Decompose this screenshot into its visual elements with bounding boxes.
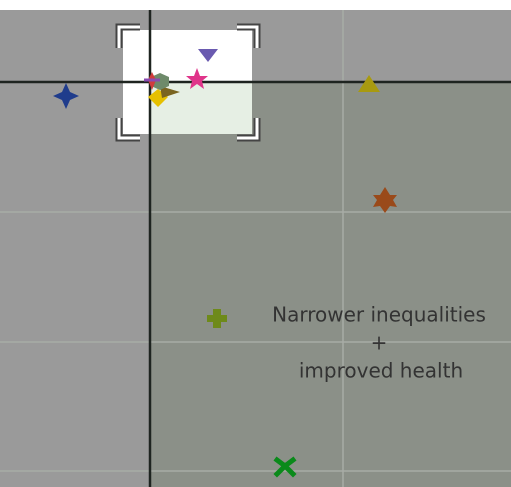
marker-triangle[interactable]	[160, 86, 180, 98]
annotation-line: improved health	[299, 359, 463, 383]
quadrant-background	[150, 82, 511, 487]
marker-star4[interactable]	[53, 83, 79, 109]
annotation-line: +	[371, 331, 388, 355]
marker-hexagram[interactable]	[373, 187, 397, 213]
zoom-handles-inner	[117, 25, 259, 140]
marker-x[interactable]	[273, 456, 297, 478]
marker-cross[interactable]	[207, 309, 227, 328]
grid	[0, 10, 511, 487]
annotation-line: Narrower inequalities	[272, 303, 486, 327]
marker-star[interactable]	[186, 68, 208, 89]
marker-triangle-down[interactable]	[198, 49, 218, 62]
marker-triangle-up[interactable]	[358, 75, 380, 92]
